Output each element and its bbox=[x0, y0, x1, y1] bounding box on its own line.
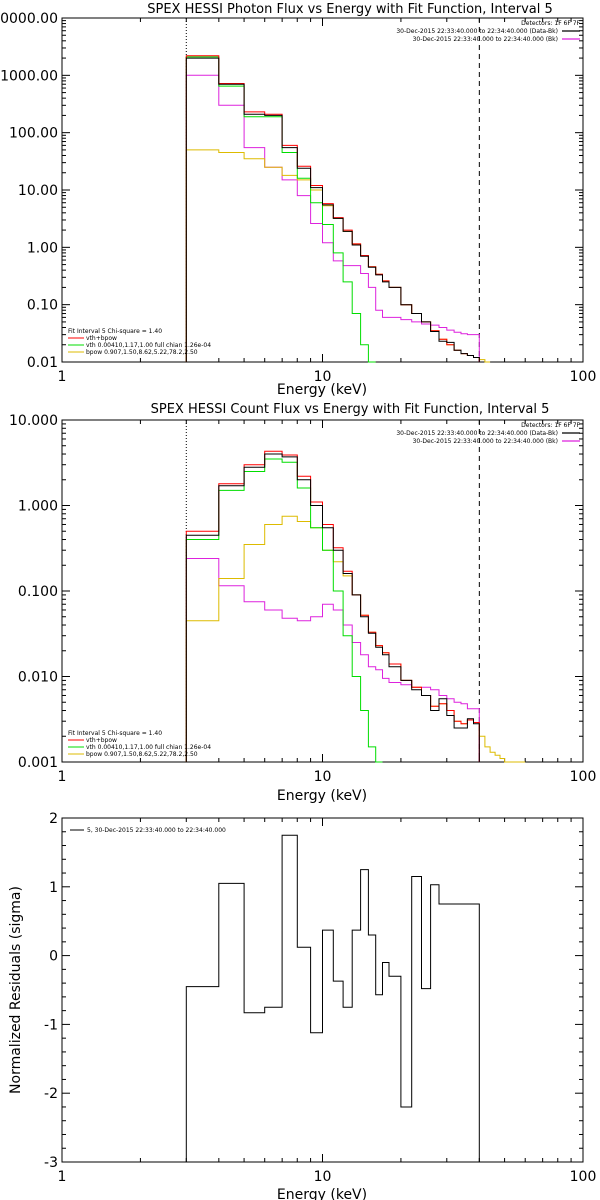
photon-flux-fit-entry-sum: vth+bpow bbox=[86, 335, 117, 342]
photon-flux-data-range: 30-Dec-2015 22:33:40.000 to 22:34:40.000… bbox=[396, 28, 558, 35]
count-flux-y-axis: 0.001 0.010 0.100 1.000 10.000 bbox=[9, 413, 583, 771]
photon-flux-fit-entry-bpow: bpow 0.907,1.50,8.62,5.22,78.2,2.50 bbox=[86, 349, 198, 356]
photon-flux-panel: SPEX HESSI Photon Flux vs Energy with Fi… bbox=[0, 2, 596, 398]
y-tick-label: 10.000 bbox=[9, 413, 58, 429]
count-flux-fit-entry-vth: vth 0.00410,1.17,1.00 full chian 1.26e-0… bbox=[86, 744, 211, 751]
y-tick-label: 1000.00 bbox=[0, 68, 58, 84]
count-flux-panel: SPEX HESSI Count Flux vs Energy with Fit… bbox=[9, 402, 596, 804]
photon-flux-fit-legend: Fit Interval 5 Chi-square = 1.40 vth+bpo… bbox=[68, 328, 211, 356]
y-tick-label: 1 bbox=[49, 880, 58, 896]
residuals-xlabel: Energy (keV) bbox=[277, 1187, 367, 1200]
y-tick-label: 0.100 bbox=[18, 584, 58, 600]
photon-flux-detectors: Detectors: 1F 6F 7F bbox=[521, 20, 580, 27]
count-flux-xlabel: Energy (keV) bbox=[277, 788, 367, 804]
count-flux-title: SPEX HESSI Count Flux vs Energy with Fit… bbox=[151, 402, 550, 417]
series-total bbox=[185, 57, 480, 362]
residuals-panel: -3 -2 -1 0 1 2 1 10 100 Energy (keV) Normalized… bbox=[8, 811, 596, 1200]
y-tick-label: 2 bbox=[49, 811, 58, 827]
count-flux-fit-legend: Fit Interval 5 Chi-square = 1.40 vth+bpo… bbox=[68, 730, 211, 758]
series-vth bbox=[185, 458, 383, 763]
y-tick-label: 1.00 bbox=[27, 240, 58, 256]
y-tick-label: 100.00 bbox=[9, 126, 58, 142]
x-tick-label: 100 bbox=[570, 769, 597, 785]
y-tick-label: 0.010 bbox=[18, 670, 58, 686]
count-flux-fit-entry-sum: vth+bpow bbox=[86, 737, 117, 744]
residuals-legend-label: 5, 30-Dec-2015 22:33:40.000 to 22:34:40.… bbox=[87, 827, 226, 834]
residuals-ylabel: Normalized Residuals (sigma) bbox=[8, 886, 24, 1094]
series-bpow bbox=[185, 515, 526, 763]
count-flux-detectors: Detectors: 1F 6F 7F bbox=[521, 422, 580, 429]
y-tick-label: -1 bbox=[44, 1017, 58, 1033]
residuals-series bbox=[185, 834, 480, 1162]
photon-flux-series bbox=[185, 55, 491, 363]
photon-flux-fit-entry-vth: vth 0.00410,1.17,1.00 full chian 1.26e-0… bbox=[86, 342, 211, 349]
x-tick-label: 10 bbox=[314, 1169, 332, 1185]
series-total bbox=[185, 453, 480, 762]
series-bpow bbox=[185, 149, 491, 363]
photon-flux-bk-range: 30-Dec-2015 22:33:40.000 to 22:34:40.000… bbox=[413, 36, 558, 43]
y-tick-label: 0 bbox=[49, 949, 58, 965]
count-flux-fit-entry-bpow: bpow 0.907,1.50,8.62,5.22,78.2,2.50 bbox=[86, 751, 198, 758]
photon-flux-xlabel: Energy (keV) bbox=[277, 382, 367, 398]
y-tick-label: -2 bbox=[44, 1086, 58, 1102]
x-tick-label: 1 bbox=[58, 369, 67, 385]
photon-flux-title: SPEX HESSI Photon Flux vs Energy with Fi… bbox=[147, 2, 553, 17]
x-tick-label: 100 bbox=[570, 1169, 597, 1185]
y-tick-label: 0.001 bbox=[18, 755, 58, 771]
photon-flux-header: Detectors: 1F 6F 7F 30-Dec-2015 22:33:40… bbox=[396, 20, 580, 43]
count-flux-frame bbox=[61, 419, 584, 763]
count-flux-header: Detectors: 1F 6F 7F 30-Dec-2015 22:33:40… bbox=[396, 422, 580, 445]
x-tick-label: 1 bbox=[58, 1169, 67, 1185]
count-flux-fit-heading: Fit Interval 5 Chi-square = 1.40 bbox=[68, 730, 162, 737]
photon-flux-markers bbox=[185, 18, 480, 362]
residuals-legend: 5, 30-Dec-2015 22:33:40.000 to 22:34:40.… bbox=[70, 827, 226, 834]
y-tick-label: 1.000 bbox=[18, 499, 58, 515]
x-tick-label: 10 bbox=[314, 769, 332, 785]
series-vth bbox=[185, 56, 376, 363]
residuals-x-axis: 1 10 100 bbox=[58, 818, 597, 1185]
x-tick-label: 10 bbox=[314, 369, 332, 385]
residuals-y-axis: -3 -2 -1 0 1 2 bbox=[44, 811, 583, 1171]
y-tick-label: 0.10 bbox=[27, 298, 58, 314]
photon-flux-y-axis: 0.01 0.10 1.00 10.00 100.00 1000.00 10000.00 bbox=[0, 11, 583, 371]
series-background bbox=[185, 558, 480, 762]
photon-flux-fit-heading: Fit Interval 5 Chi-square = 1.40 bbox=[68, 328, 162, 335]
count-flux-bk-range: 30-Dec-2015 22:33:40.000 to 22:34:40.000… bbox=[413, 438, 558, 445]
y-tick-label: 10000.00 bbox=[0, 11, 58, 27]
series-total bbox=[185, 834, 480, 1162]
y-tick-label: 0.01 bbox=[27, 355, 58, 371]
x-tick-label: 100 bbox=[570, 369, 597, 385]
x-tick-label: 1 bbox=[58, 769, 67, 785]
y-tick-label: -3 bbox=[44, 1155, 58, 1171]
count-flux-series bbox=[185, 450, 526, 763]
y-tick-label: 10.00 bbox=[18, 183, 58, 199]
count-flux-data-range: 30-Dec-2015 22:33:40.000 to 22:34:40.000… bbox=[396, 430, 558, 437]
